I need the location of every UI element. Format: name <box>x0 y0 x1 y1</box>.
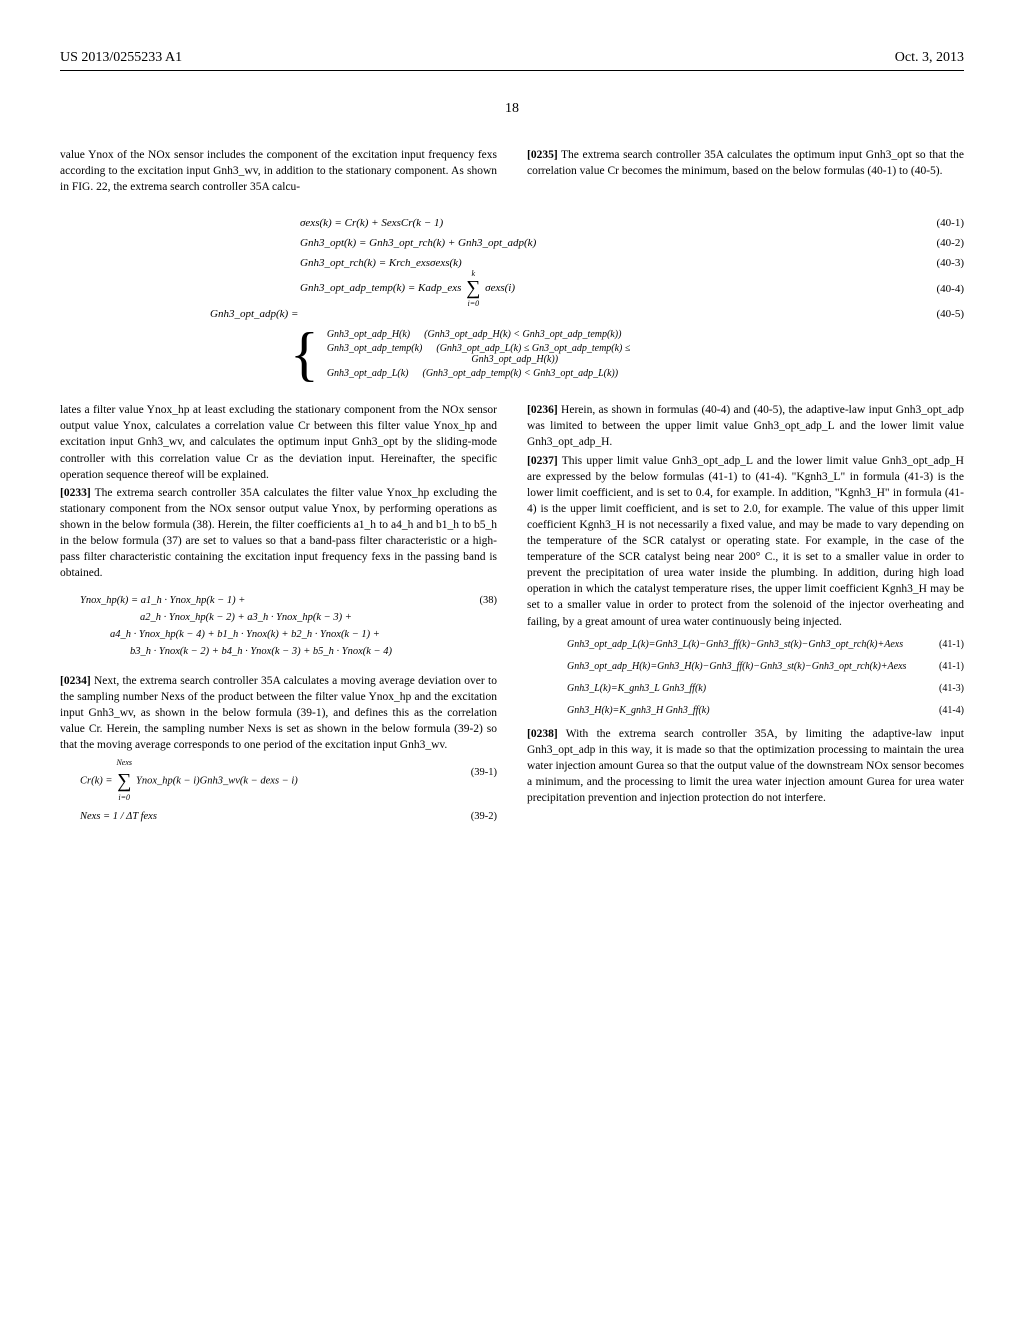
eq-41-3: Gnh3_L(k)=K_gnh3_L Gnh3_ff(k) (41-3) <box>567 682 964 696</box>
eq-39-1: Cr(k) = ∑Nexsi=0 Ynox_hp(k − i)Gnh3_wv(k… <box>60 765 497 797</box>
sigma-icon: ∑Nexsi=0 <box>117 765 131 797</box>
eq-41-4: Gnh3_H(k)=K_gnh3_H Gnh3_ff(k) (41-4) <box>567 704 964 718</box>
paragraph-0233: [0233] The extrema search controller 35A… <box>60 485 497 582</box>
upper-columns: value Ynox of the NOx sensor includes th… <box>60 147 964 197</box>
paragraph-0236: [0236] Herein, as shown in formulas (40-… <box>527 402 964 450</box>
left-column-bottom: lates a filter value Ynox_hp at least ex… <box>60 402 497 837</box>
sigma-icon: ∑ki=0 <box>466 277 480 300</box>
publication-date: Oct. 3, 2013 <box>895 50 964 66</box>
para-text-0233: The extrema search controller 35A calcul… <box>60 487 497 579</box>
paragraph-0238: [0238] With the extrema search controlle… <box>527 726 964 806</box>
eq-38: Ynox_hp(k) = a1_h · Ynox_hp(k − 1) + a2_… <box>60 593 497 660</box>
eq-40-3: Gnh3_opt_rch(k) = Krch_exsσexs(k) (40-3) <box>60 257 964 269</box>
paragraph-0237: [0237] This upper limit value Gnh3_opt_a… <box>527 453 964 630</box>
para-text-0238: With the extrema search controller 35A, … <box>527 728 964 804</box>
para-num-0237: [0237] <box>527 455 558 467</box>
eq-40-2: Gnh3_opt(k) = Gnh3_opt_rch(k) + Gnh3_opt… <box>60 237 964 249</box>
para-text-0236: Herein, as shown in formulas (40-4) and … <box>527 404 964 448</box>
para-text-0234: Next, the extrema search controller 35A … <box>60 675 497 751</box>
left-column-top: value Ynox of the NOx sensor includes th… <box>60 147 497 197</box>
lower-columns: lates a filter value Ynox_hp at least ex… <box>60 402 964 837</box>
paragraph-0234: [0234] Next, the extrema search controll… <box>60 673 497 753</box>
para-num-0234: [0234] <box>60 675 91 687</box>
eq-39-2: Nexs = 1 / ΔT fexs (39-2) <box>60 809 497 826</box>
eq-40-4: Gnh3_opt_adp_temp(k) = Kadp_exs ∑ki=0 σe… <box>60 277 964 300</box>
right-column-bottom: [0236] Herein, as shown in formulas (40-… <box>527 402 964 837</box>
para-num-0236: [0236] <box>527 404 558 416</box>
eq-41-2: Gnh3_opt_adp_H(k)=Gnh3_H(k)−Gnh3_ff(k)−G… <box>567 660 964 674</box>
eq-40-5: Gnh3_opt_adp(k) = { Gnh3_opt_adp_H(k) (G… <box>60 308 964 382</box>
page-number: 18 <box>60 101 964 117</box>
para-num-0233: [0233] <box>60 487 91 499</box>
paragraph-cont: value Ynox of the NOx sensor includes th… <box>60 147 497 195</box>
eq-40-1: σexs(k) = Cr(k) + SexsCr(k − 1) (40-1) <box>60 217 964 229</box>
paragraph-cont2: lates a filter value Ynox_hp at least ex… <box>60 402 497 482</box>
paragraph-0235: [0235] The extrema search controller 35A… <box>527 147 964 179</box>
equations-40: σexs(k) = Cr(k) + SexsCr(k − 1) (40-1) G… <box>60 217 964 382</box>
para-num-0235: [0235] <box>527 149 558 161</box>
para-text-0237: This upper limit value Gnh3_opt_adp_L an… <box>527 455 964 628</box>
para-num-0238: [0238] <box>527 728 558 740</box>
eq-41-1: Gnh3_opt_adp_L(k)=Gnh3_L(k)−Gnh3_ff(k)−G… <box>567 638 964 652</box>
para-text-0235: The extrema search controller 35A calcul… <box>527 149 964 177</box>
piecewise-40-5: { Gnh3_opt_adp_H(k) (Gnh3_opt_adp_H(k) <… <box>290 326 894 382</box>
patent-number: US 2013/0255233 A1 <box>60 50 182 66</box>
page-header: US 2013/0255233 A1 Oct. 3, 2013 <box>60 50 964 71</box>
right-column-top: [0235] The extrema search controller 35A… <box>527 147 964 197</box>
